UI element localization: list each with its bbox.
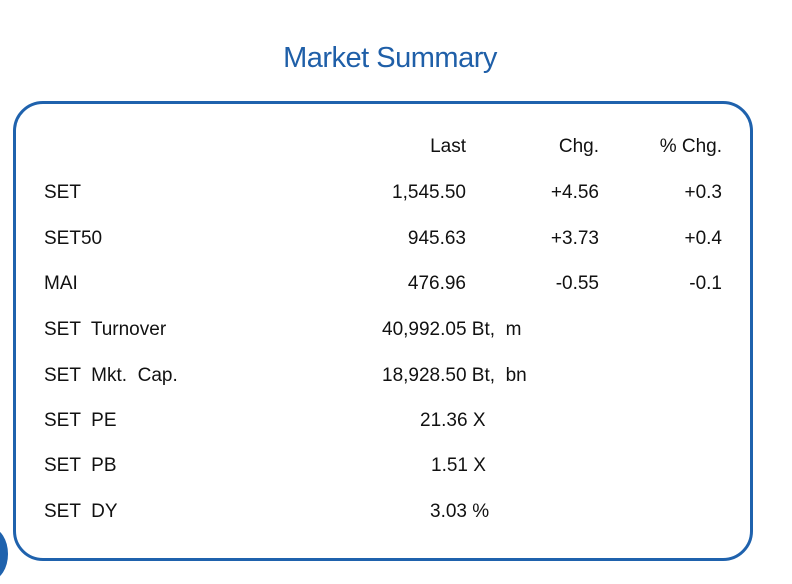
- header-pct-chg: % Chg.: [659, 136, 722, 157]
- row-label: SET Mkt. Cap.: [44, 365, 178, 386]
- row-label: SET50: [44, 228, 103, 249]
- row-label: SET DY: [44, 501, 118, 522]
- header-chg: Chg.: [558, 136, 599, 157]
- last-value: 1,545.50: [392, 182, 466, 203]
- page-title: Market Summary: [283, 42, 497, 74]
- decorative-dot: [0, 528, 8, 580]
- row-label: SET PB: [44, 455, 117, 476]
- market-summary-panel: [13, 101, 753, 561]
- chg-value: -0.55: [555, 273, 599, 294]
- pct-chg-value: +0.3: [684, 182, 722, 203]
- row-label: SET Turnover: [44, 319, 167, 340]
- last-value: 945.63: [407, 228, 466, 249]
- row-label: MAI: [44, 273, 78, 294]
- chg-value: +3.73: [550, 228, 599, 249]
- row-label: SET PE: [44, 410, 117, 431]
- stat-value: 40,992.05 Bt, m: [382, 319, 522, 340]
- stat-value: 18,928.50 Bt, bn: [382, 365, 527, 386]
- last-value: 476.96: [407, 273, 466, 294]
- pct-chg-value: -0.1: [689, 273, 722, 294]
- pct-chg-value: +0.4: [684, 228, 722, 249]
- stat-value: 3.03 %: [430, 501, 490, 522]
- chg-value: +4.56: [550, 182, 599, 203]
- header-last: Last: [430, 136, 466, 157]
- stat-value: 21.36 X: [420, 410, 486, 431]
- row-label: SET: [44, 182, 81, 203]
- stat-value: 1.51 X: [431, 455, 486, 476]
